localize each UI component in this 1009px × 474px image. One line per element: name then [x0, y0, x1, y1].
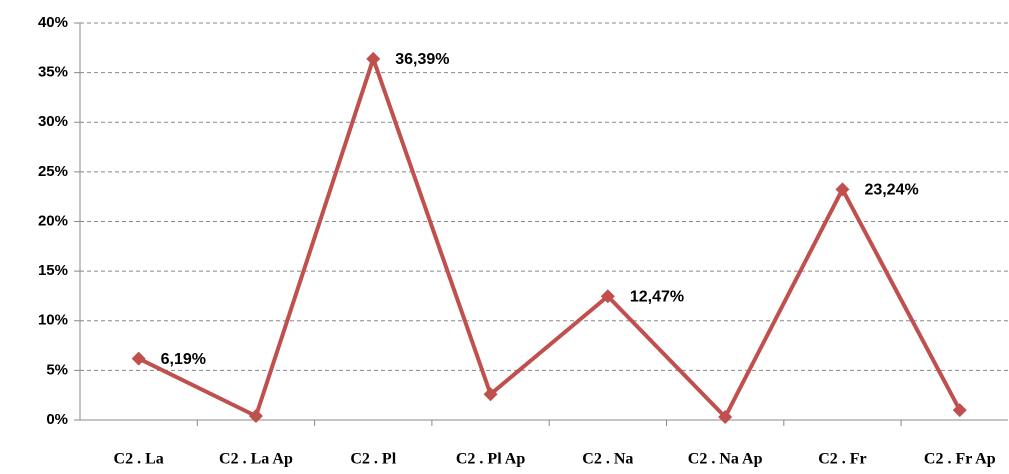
x-tick-label: C2 . Fr Ap	[924, 451, 996, 468]
marker	[835, 182, 850, 197]
x-tick-label: C2 . Pl	[350, 451, 396, 468]
y-tick-label: 5%	[46, 361, 68, 378]
marker	[718, 410, 733, 425]
x-tick-label: C2 . Fr	[818, 451, 866, 468]
y-tick-label: 20%	[38, 212, 68, 229]
marker	[483, 387, 498, 402]
line	[137, 56, 962, 420]
y-tick-label: 0%	[46, 411, 68, 428]
marker	[600, 289, 615, 304]
x-tick-label: C2 . Pl Ap	[456, 451, 525, 468]
y-tick-label: 35%	[38, 64, 68, 81]
x-tick-label: C2 . La	[114, 451, 164, 468]
marker	[366, 51, 381, 66]
x-tick-label: C2 . Na Ap	[688, 451, 763, 468]
x-tick-label: C2 . Na	[582, 451, 633, 468]
x-tick-label: C2 . La Ap	[219, 451, 293, 468]
y-tick-label: 10%	[38, 312, 68, 329]
data-label: 36,39%	[395, 51, 449, 68]
data-label: 12,47%	[630, 288, 684, 305]
data-label: 6,19%	[161, 351, 206, 368]
y-tick-label: 30%	[38, 113, 68, 130]
y-tick-label: 40%	[38, 14, 68, 31]
data-label: 23,24%	[864, 182, 918, 199]
y-tick-label: 15%	[38, 262, 68, 279]
marker	[952, 403, 967, 418]
marker	[248, 409, 263, 424]
y-tick-label: 25%	[38, 163, 68, 180]
marker	[131, 351, 146, 366]
